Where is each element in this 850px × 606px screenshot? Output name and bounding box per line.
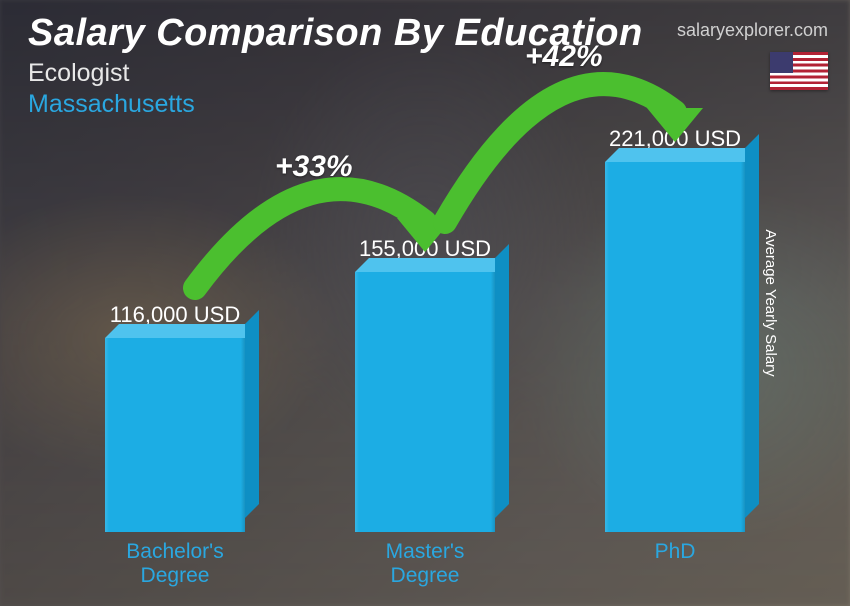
chart-subtitle-location: Massachusetts [28, 90, 830, 119]
watermark: salaryexplorer.com [677, 20, 828, 41]
chart-area: 116,000 USDBachelor'sDegree155,000 USDMa… [50, 140, 800, 586]
flag-icon [770, 52, 828, 90]
increase-pct-label: +42% [525, 40, 603, 74]
increase-arrow [50, 140, 800, 586]
chart-subtitle-job: Ecologist [28, 59, 830, 88]
